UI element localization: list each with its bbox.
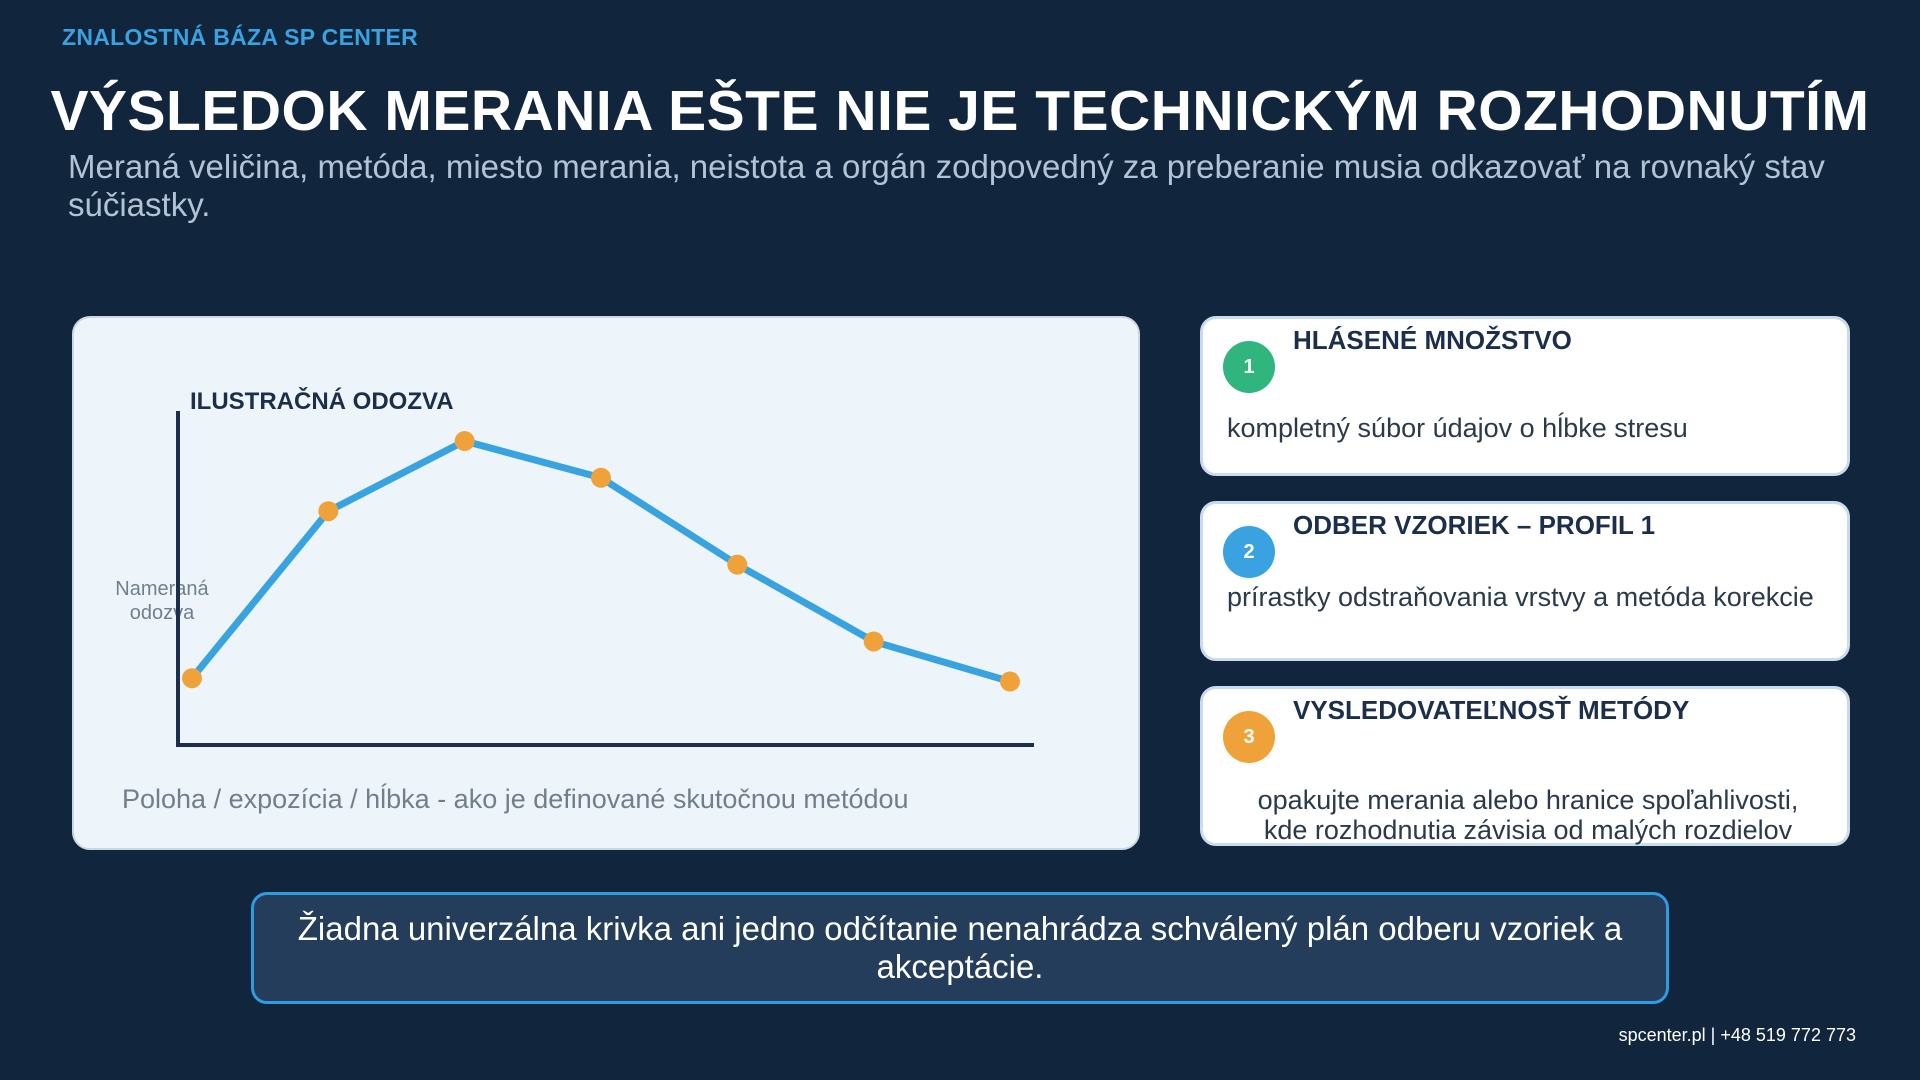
data-point-6 bbox=[863, 631, 884, 652]
info-card-1: 1 HLÁSENÉ MNOŽSTVO kompletný súbor údajo… bbox=[1200, 316, 1850, 476]
info-card-2: 2 ODBER VZORIEK – PROFIL 1 prírastky ods… bbox=[1200, 501, 1850, 661]
conclusion-banner: Žiadna univerzálna krivka ani jedno odčí… bbox=[251, 892, 1669, 1004]
card-body: prírastky odstraňovania vrstvy a metóda … bbox=[1227, 582, 1814, 612]
x-axis-label: Poloha / expozícia / hĺbka - ako je defi… bbox=[122, 784, 909, 814]
data-point-2 bbox=[318, 501, 339, 522]
kicker-label: ZNALOSTNÁ BÁZA SP CENTER bbox=[62, 24, 419, 50]
y-axis-label-line-1: Nameraná bbox=[115, 578, 209, 600]
card-title: ODBER VZORIEK – PROFIL 1 bbox=[1293, 510, 1656, 540]
response-chart: ILUSTRAČNÁ ODOZVA Nameraná odozva bbox=[115, 387, 1034, 747]
chart-panel: ILUSTRAČNÁ ODOZVA Nameraná odozva Poloha… bbox=[72, 316, 1140, 850]
card-body: kompletný súbor údajov o hĺbke stresu bbox=[1227, 413, 1688, 443]
card-body: opakujte merania alebo hranice spoľahliv… bbox=[1257, 785, 1799, 845]
step-number-badge: 3 bbox=[1223, 711, 1275, 763]
card-title: VYSLEDOVATEĽNOSŤ METÓDY bbox=[1293, 695, 1690, 725]
chart-title: ILUSTRAČNÁ ODOZVA bbox=[190, 387, 454, 415]
data-point-4 bbox=[591, 467, 611, 488]
page-title: VÝSLEDOK MERANIA EŠTE NIE JE TECHNICKÝM … bbox=[50, 79, 1870, 143]
data-point-1 bbox=[182, 668, 202, 689]
step-number-badge: 1 bbox=[1223, 341, 1275, 393]
page-subtitle: Meraná veličina, metóda, miesto merania,… bbox=[68, 148, 1825, 223]
info-card-3: 3 VYSLEDOVATEĽNOSŤ METÓDY opakujte meran… bbox=[1200, 686, 1850, 846]
data-point-7 bbox=[1000, 671, 1020, 692]
step-number-badge: 2 bbox=[1223, 526, 1275, 578]
data-point-3 bbox=[454, 431, 475, 452]
data-point-5 bbox=[727, 554, 748, 575]
card-title: HLÁSENÉ MNOŽSTVO bbox=[1293, 325, 1572, 355]
series-markers bbox=[182, 431, 1020, 692]
y-axis-label-line-2: odozva bbox=[130, 602, 195, 624]
footer-contact: spcenter.pl | +48 519 772 773 bbox=[1618, 1025, 1856, 1045]
